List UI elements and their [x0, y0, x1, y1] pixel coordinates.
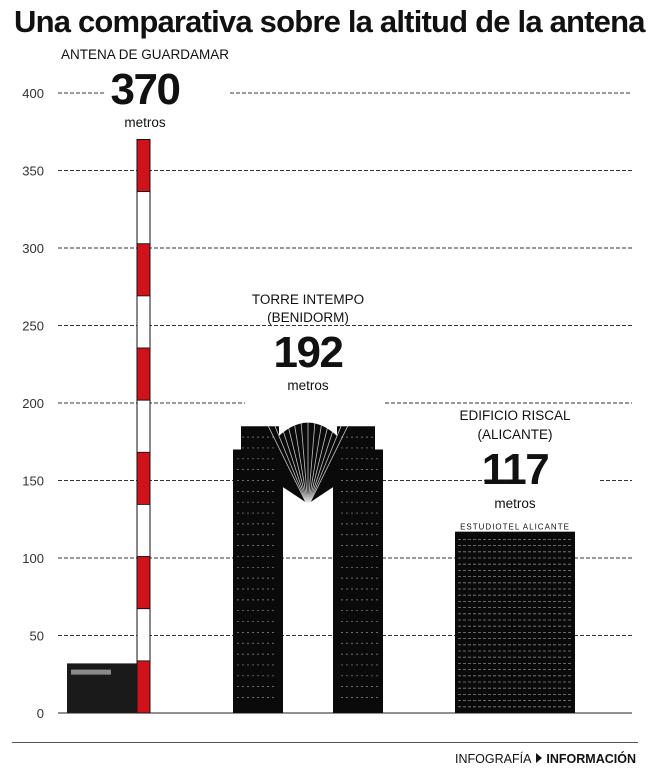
footer-credit: INFOGRAFÍA INFORMACIÓN — [455, 752, 636, 766]
tower-crown-rib — [286, 421, 309, 507]
bar-label-riscal: EDIFICIO RISCAL — [459, 408, 571, 423]
y-tick-label: 400 — [22, 86, 44, 101]
antenna-segment — [136, 295, 151, 349]
antenna-segment — [136, 556, 151, 610]
antenna-segment — [136, 608, 151, 662]
tower-crown-rib — [307, 421, 323, 507]
footer-department: INFORMACIÓN — [546, 752, 636, 766]
bar-label-intempo-sub: (BENIDORM) — [267, 310, 349, 325]
y-tick-label: 200 — [22, 396, 44, 411]
page-title: Una comparativa sobre la altitud de la a… — [14, 4, 646, 39]
riscal-building — [455, 531, 575, 713]
tower-crown-rib — [272, 421, 309, 508]
tower-crown-rib — [307, 421, 316, 507]
tower-crown-rib — [300, 421, 309, 507]
antenna-segment — [136, 243, 151, 297]
tower-inner-edge — [279, 480, 283, 713]
y-tick-label: 350 — [22, 164, 44, 179]
antenna-segment — [136, 399, 151, 453]
tower-inner-edge — [333, 480, 337, 713]
antenna-segment — [136, 504, 151, 557]
tower-crown-rib — [265, 421, 309, 508]
tower-crown-rib — [293, 421, 309, 507]
y-tick-label: 150 — [22, 474, 44, 489]
footer-divider — [12, 742, 638, 743]
bar-label-riscal-sub: (ALICANTE) — [477, 427, 552, 442]
antenna-segment — [136, 347, 151, 401]
antenna-segment — [136, 451, 151, 505]
tower-crown-rib — [307, 421, 351, 508]
tower-right-shaft — [337, 426, 383, 713]
antenna-segment — [136, 660, 151, 714]
antenna-base-window — [71, 669, 111, 675]
antenna-segment — [136, 139, 151, 193]
tower-crown-rib — [307, 421, 330, 507]
tower-crown-rib — [307, 421, 344, 508]
antenna-segment — [136, 191, 151, 245]
bar-label-antenna: ANTENA DE GUARDAMAR — [61, 47, 229, 62]
tower-left-shaft — [233, 426, 279, 713]
y-tick-label: 250 — [22, 319, 44, 334]
y-tick-label: 0 — [37, 706, 44, 721]
bar-label-intempo: TORRE INTEMPO — [252, 292, 364, 307]
y-tick-label: 100 — [22, 551, 44, 566]
riscal-sign-text: ESTUDIOTEL ALICANTE — [460, 522, 570, 531]
arrow-right-icon — [536, 753, 543, 763]
antenna-bar — [136, 139, 151, 714]
tower-crown-rib — [307, 421, 337, 507]
unit-label-riscal: metros — [494, 496, 536, 511]
y-tick-label: 300 — [22, 241, 44, 256]
y-tick-label: 50 — [30, 629, 44, 644]
tower-crown-rib — [279, 421, 309, 507]
value-label-riscal: 117 — [482, 445, 549, 494]
unit-label-antenna: metros — [124, 115, 166, 130]
footer-section: INFOGRAFÍA — [455, 752, 532, 766]
value-label-intempo: 192 — [274, 328, 343, 377]
unit-label-intempo: metros — [287, 378, 329, 393]
value-label-antenna: 370 — [111, 65, 180, 114]
